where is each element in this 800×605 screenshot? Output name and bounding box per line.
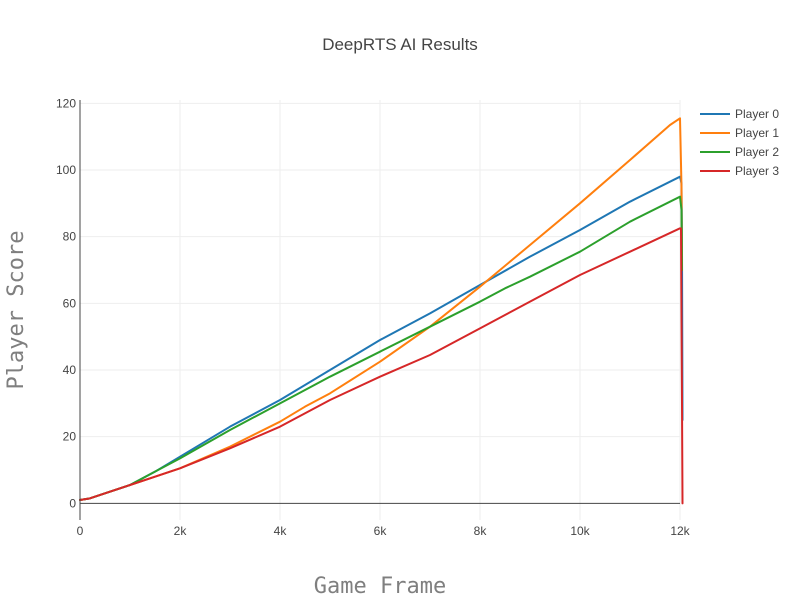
y-tick-label: 40 — [63, 363, 77, 377]
legend-label: Player 1 — [735, 126, 779, 140]
legend[interactable]: Player 0 Player 1 Player 2 Player 3 — [700, 107, 779, 178]
x-tick-label: 0 — [77, 524, 84, 538]
x-tick-label: 6k — [374, 524, 388, 538]
x-axis-title: Game Frame — [314, 574, 446, 599]
x-tick-label: 8k — [474, 524, 488, 538]
y-axis-title: Player Score — [4, 231, 29, 390]
x-tick-label: 2k — [174, 524, 188, 538]
series-line-player-1 — [79, 117, 683, 501]
y-tick-label: 80 — [63, 230, 77, 244]
y-tick-label: 120 — [56, 96, 76, 110]
y-tick-label: 100 — [56, 163, 76, 177]
legend-label: Player 3 — [735, 164, 779, 178]
y-tick-label: 0 — [69, 496, 76, 510]
legend-label: Player 0 — [735, 107, 779, 121]
legend-item[interactable]: Player 1 — [700, 126, 779, 140]
x-tick-label: 4k — [274, 524, 288, 538]
x-tick-label: 10k — [570, 524, 590, 538]
y-tick-label: 20 — [63, 430, 77, 444]
legend-item[interactable]: Player 0 — [700, 107, 779, 121]
legend-label: Player 2 — [735, 145, 779, 159]
grid-layer — [80, 100, 681, 520]
series-line-player-3 — [79, 227, 684, 505]
legend-item[interactable]: Player 2 — [700, 145, 779, 159]
series-layer — [79, 117, 684, 505]
y-tick-label: 60 — [63, 296, 77, 310]
series-line-player-2 — [79, 195, 683, 501]
axis-layer: 0 2k 4k 6k 8k 10k 12k 0 20 40 60 80 100 120 — [56, 96, 691, 538]
x-tick-label: 12k — [670, 524, 690, 538]
chart-title: DeepRTS AI Results — [322, 35, 478, 54]
legend-item[interactable]: Player 3 — [700, 164, 779, 178]
series-line-player-0 — [79, 175, 684, 501]
